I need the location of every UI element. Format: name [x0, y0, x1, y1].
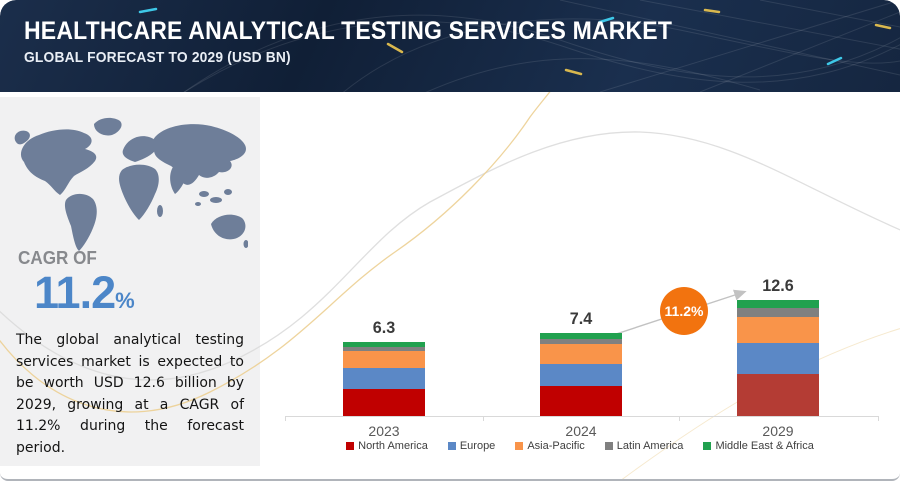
segment-middle-east-africa-2029: [737, 300, 819, 309]
axis-tick: [878, 416, 879, 421]
chart-legend: North America Europe Asia-Pacific Latin Ame…: [260, 440, 900, 452]
x-axis-label-2029: 2029: [762, 423, 794, 439]
page-subtitle: GLOBAL FORECAST TO 2029 (USD BN): [24, 49, 291, 66]
bar-2024: [540, 333, 622, 416]
total-label-2029: 12.6: [762, 276, 794, 295]
segment-europe-2023: [343, 367, 425, 389]
legend-item-europe: Europe: [447, 440, 496, 452]
legend-swatch-north-america: [346, 442, 355, 450]
network-decoration: [138, 0, 900, 92]
axis-tick: [679, 416, 680, 421]
legend-label-asia-pacific: Asia-Pacific: [527, 440, 585, 452]
legend-item-latin-america: Latin America: [604, 440, 684, 452]
cagr-annotation-bubble: 11.2%: [660, 287, 708, 335]
cagr-block: CAGR OF 11.2%: [18, 248, 135, 319]
legend-item-asia-pacific: Asia-Pacific: [515, 440, 585, 452]
segment-europe-2029: [737, 343, 819, 374]
segment-asia-pacific-2024: [540, 344, 622, 365]
segment-asia-pacific-2029: [737, 316, 819, 344]
world-map: [8, 112, 249, 257]
x-axis-label-2023: 2023: [368, 423, 400, 439]
cagr-label: CAGR OF: [18, 248, 97, 268]
segment-europe-2024: [540, 364, 622, 386]
cagr-percent-sign: %: [115, 288, 135, 313]
header-banner: HEALTHCARE ANALYTICAL TESTING SERVICES M…: [0, 0, 900, 92]
cagr-value: 11.2: [34, 267, 116, 318]
stacked-bar-chart: 6.3 2023 7.4 2024 12.6 2029 11.2% North Ameri…: [260, 92, 900, 479]
segment-north-america-2029: [737, 373, 819, 416]
legend-swatch-asia-pacific: [515, 442, 524, 450]
segment-north-america-2024: [540, 385, 622, 416]
bar-2023: [343, 342, 425, 416]
axis-tick: [483, 416, 484, 421]
legend-label-middle-east-africa: Middle East & Africa: [715, 440, 814, 452]
legend-label-latin-america: Latin America: [616, 440, 684, 452]
segment-latin-america-2029: [737, 308, 819, 317]
segment-north-america-2023: [343, 388, 425, 416]
total-label-2023: 6.3: [372, 318, 396, 337]
legend-swatch-middle-east-africa: [703, 442, 712, 450]
page-title: HEALTHCARE ANALYTICAL TESTING SERVICES M…: [24, 17, 673, 45]
legend-swatch-latin-america: [604, 442, 613, 450]
legend-swatch-europe: [447, 442, 456, 450]
total-label-2024: 7.4: [569, 309, 593, 328]
legend-item-middle-east-africa: Middle East & Africa: [703, 440, 814, 452]
legend-item-north-america: North America: [346, 440, 428, 452]
x-axis: [285, 416, 879, 417]
segment-asia-pacific-2023: [343, 351, 425, 368]
bar-2029: [737, 300, 819, 416]
legend-label-europe: Europe: [459, 440, 496, 452]
legend-label-north-america: North America: [358, 440, 428, 452]
x-axis-label-2024: 2024: [565, 423, 597, 439]
market-description: The global analytical testing services m…: [16, 332, 244, 456]
axis-tick: [285, 416, 286, 421]
